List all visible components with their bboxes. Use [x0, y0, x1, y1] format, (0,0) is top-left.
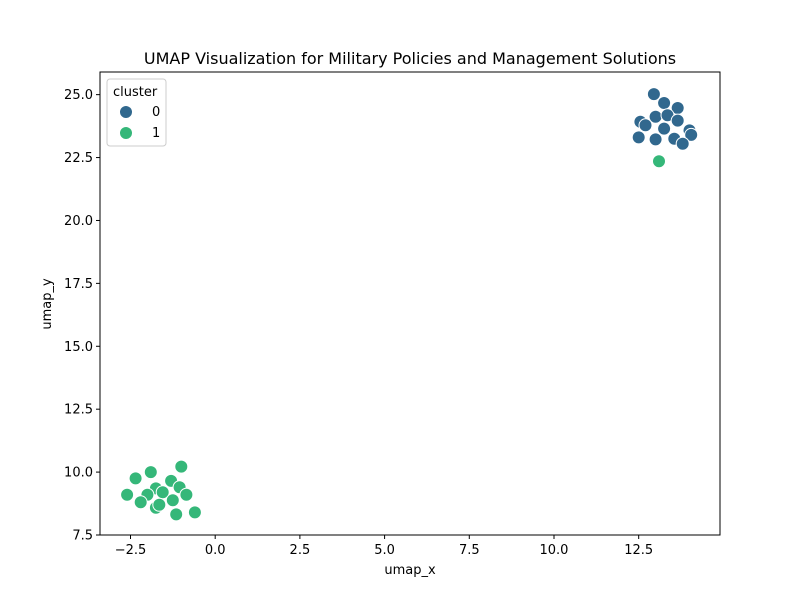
data-point-cluster-1-3	[174, 459, 189, 474]
data-point-cluster-1-15	[187, 505, 202, 520]
legend-marker-cluster-0	[119, 105, 133, 119]
y-tick-label: 17.5	[64, 277, 93, 292]
data-point-cluster-0-8	[657, 121, 672, 136]
x-axis-ticks: −2.5 0.0 2.5 5.0 7.5 10.0 12.5	[115, 535, 653, 558]
chart-title: UMAP Visualization for Military Policies…	[144, 49, 676, 68]
x-tick-label: 0.0	[205, 543, 226, 558]
legend-label-cluster-0: 0	[152, 105, 160, 120]
data-point-cluster-0-10	[684, 127, 699, 142]
y-tick-label: 10.0	[64, 466, 93, 481]
data-point-cluster-0-1	[657, 96, 672, 110]
data-point-cluster-1-2	[143, 465, 158, 480]
data-point-cluster-0-0	[646, 87, 661, 102]
y-axis-ticks: 7.5 10.0 12.5 15.0 17.5 20.0 22.5 25.0	[64, 88, 100, 544]
y-tick-label: 20.0	[64, 214, 93, 229]
legend-title: cluster	[113, 85, 158, 100]
data-point-cluster-1-0	[652, 154, 666, 169]
y-tick-label: 25.0	[64, 88, 93, 103]
y-tick-label: 15.0	[64, 340, 93, 355]
data-point-cluster-0-14	[675, 136, 690, 151]
data-point-cluster-0-12	[648, 132, 663, 147]
data-point-cluster-1-7	[120, 487, 135, 502]
data-point-cluster-1-12	[165, 493, 180, 508]
y-axis-label: umap_y	[40, 278, 55, 330]
data-point-cluster-1-1	[128, 471, 143, 486]
y-tick-label: 7.5	[72, 529, 93, 544]
data-point-cluster-0-5	[648, 109, 663, 124]
x-tick-label: −2.5	[115, 543, 147, 558]
x-tick-label: 7.5	[459, 543, 480, 558]
data-point-cluster-0-7	[670, 113, 685, 128]
data-point-cluster-1-11	[133, 495, 148, 510]
data-point-cluster-0-11	[631, 130, 646, 145]
x-tick-label: 12.5	[624, 543, 653, 558]
data-point-cluster-1-10	[179, 487, 194, 502]
y-tick-label: 22.5	[64, 151, 93, 166]
points-layer	[120, 87, 699, 522]
data-point-cluster-1-16	[169, 507, 184, 522]
data-point-cluster-0-4	[638, 118, 653, 133]
data-point-cluster-1-14	[152, 497, 167, 512]
x-tick-label: 10.0	[540, 543, 569, 558]
y-tick-label: 12.5	[64, 403, 93, 418]
plot-frame	[99, 71, 721, 536]
x-tick-label: 2.5	[290, 543, 311, 558]
x-tick-label: 5.0	[374, 543, 395, 558]
legend-marker-cluster-1	[119, 126, 133, 140]
legend: cluster 0 1	[106, 78, 167, 147]
x-axis-label: umap_x	[384, 563, 436, 578]
legend-label-cluster-1: 1	[152, 126, 160, 141]
